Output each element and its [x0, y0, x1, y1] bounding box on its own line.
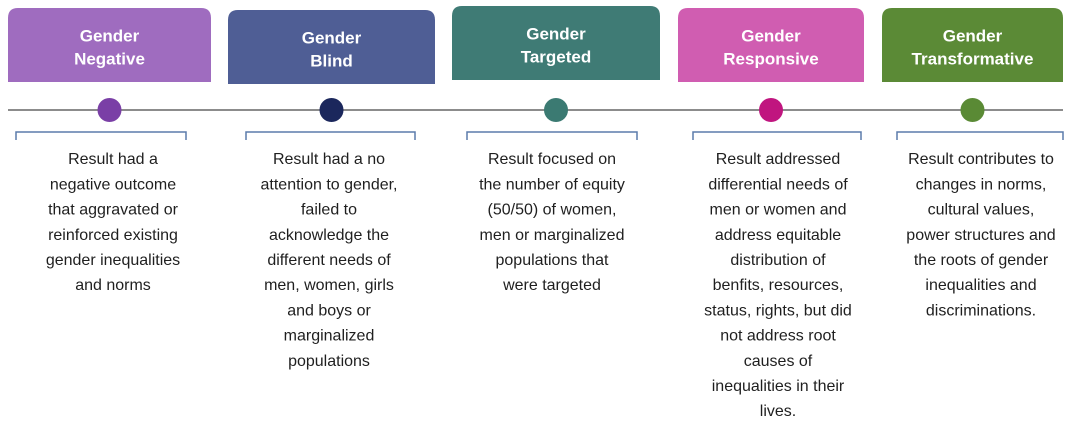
stage-description: the roots of gender	[914, 252, 1049, 269]
stage-title: Transformative	[912, 49, 1034, 68]
bracket	[896, 131, 1064, 140]
stage-description: that aggravated or	[48, 202, 179, 219]
timeline-dot	[97, 98, 122, 122]
stage-description: acknowledge the	[269, 227, 389, 244]
stage-description: lives.	[760, 403, 796, 420]
stage-header	[678, 8, 864, 82]
stage-description: gender inequalities	[46, 252, 180, 269]
stage-title: Gender	[302, 28, 362, 47]
timeline-dot	[544, 98, 568, 122]
stage-description: marginalized	[284, 328, 375, 345]
stage-description: men or women and	[710, 202, 847, 219]
stage-description: attention to gender,	[261, 176, 398, 193]
stage-description: address equitable	[715, 227, 841, 244]
stage-header	[228, 10, 435, 84]
timeline-dot	[319, 98, 344, 122]
stage-description: men, women, girls	[264, 277, 394, 294]
timeline-dot	[759, 98, 783, 122]
stage-description: cultural values,	[928, 202, 1035, 219]
stage-description: status, rights, but did	[704, 302, 852, 319]
stage-description: discriminations.	[926, 302, 1036, 319]
stage-header	[8, 8, 211, 82]
stage-title: Responsive	[723, 49, 818, 68]
stage-description: inequalities in their	[712, 378, 845, 395]
stage-title: Negative	[74, 49, 145, 68]
stage-description: differential needs of	[708, 176, 848, 193]
stage-description: populations	[288, 353, 370, 370]
stage-title: Gender	[943, 26, 1003, 45]
stage-description: causes of	[744, 353, 813, 370]
stage-description: Result addressed	[716, 151, 841, 168]
stage-description: the number of equity	[479, 176, 625, 193]
stage-description: benfits, resources,	[713, 277, 844, 294]
bracket	[466, 131, 638, 140]
stage-description: (50/50) of women,	[488, 202, 617, 219]
stage-description: and boys or	[287, 302, 371, 319]
bracket	[15, 131, 187, 140]
stage-description: Result had a no	[273, 151, 385, 168]
timeline-dot	[960, 98, 985, 122]
stage-description: and norms	[75, 277, 151, 294]
stage-description: negative outcome	[50, 176, 176, 193]
stage-description: reinforced existing	[48, 227, 178, 244]
stage-description: changes in norms,	[916, 176, 1047, 193]
stage-header	[452, 6, 660, 80]
stage-description: failed to	[301, 202, 357, 219]
bracket	[245, 131, 416, 140]
stage-title: Gender	[526, 24, 586, 43]
stage-description: power structures and	[906, 227, 1055, 244]
stage-description: were targeted	[502, 277, 601, 294]
stage-description: not address root	[720, 328, 836, 345]
stage-description: distribution of	[730, 252, 826, 269]
stage-title: Gender	[741, 26, 801, 45]
stage-description: men or marginalized	[480, 227, 625, 244]
stage-title: Blind	[310, 51, 353, 70]
stage-header	[882, 8, 1063, 82]
stage-description: Result contributes to	[908, 151, 1054, 168]
stage-title: Gender	[80, 26, 140, 45]
stage-description: Result had a	[68, 151, 158, 168]
bracket	[692, 131, 862, 140]
stage-description: different needs of	[267, 252, 391, 269]
stage-description: populations that	[496, 252, 610, 269]
stage-title: Targeted	[521, 47, 592, 66]
stage-description: Result focused on	[488, 151, 616, 168]
stage-description: inequalities and	[925, 277, 1036, 294]
